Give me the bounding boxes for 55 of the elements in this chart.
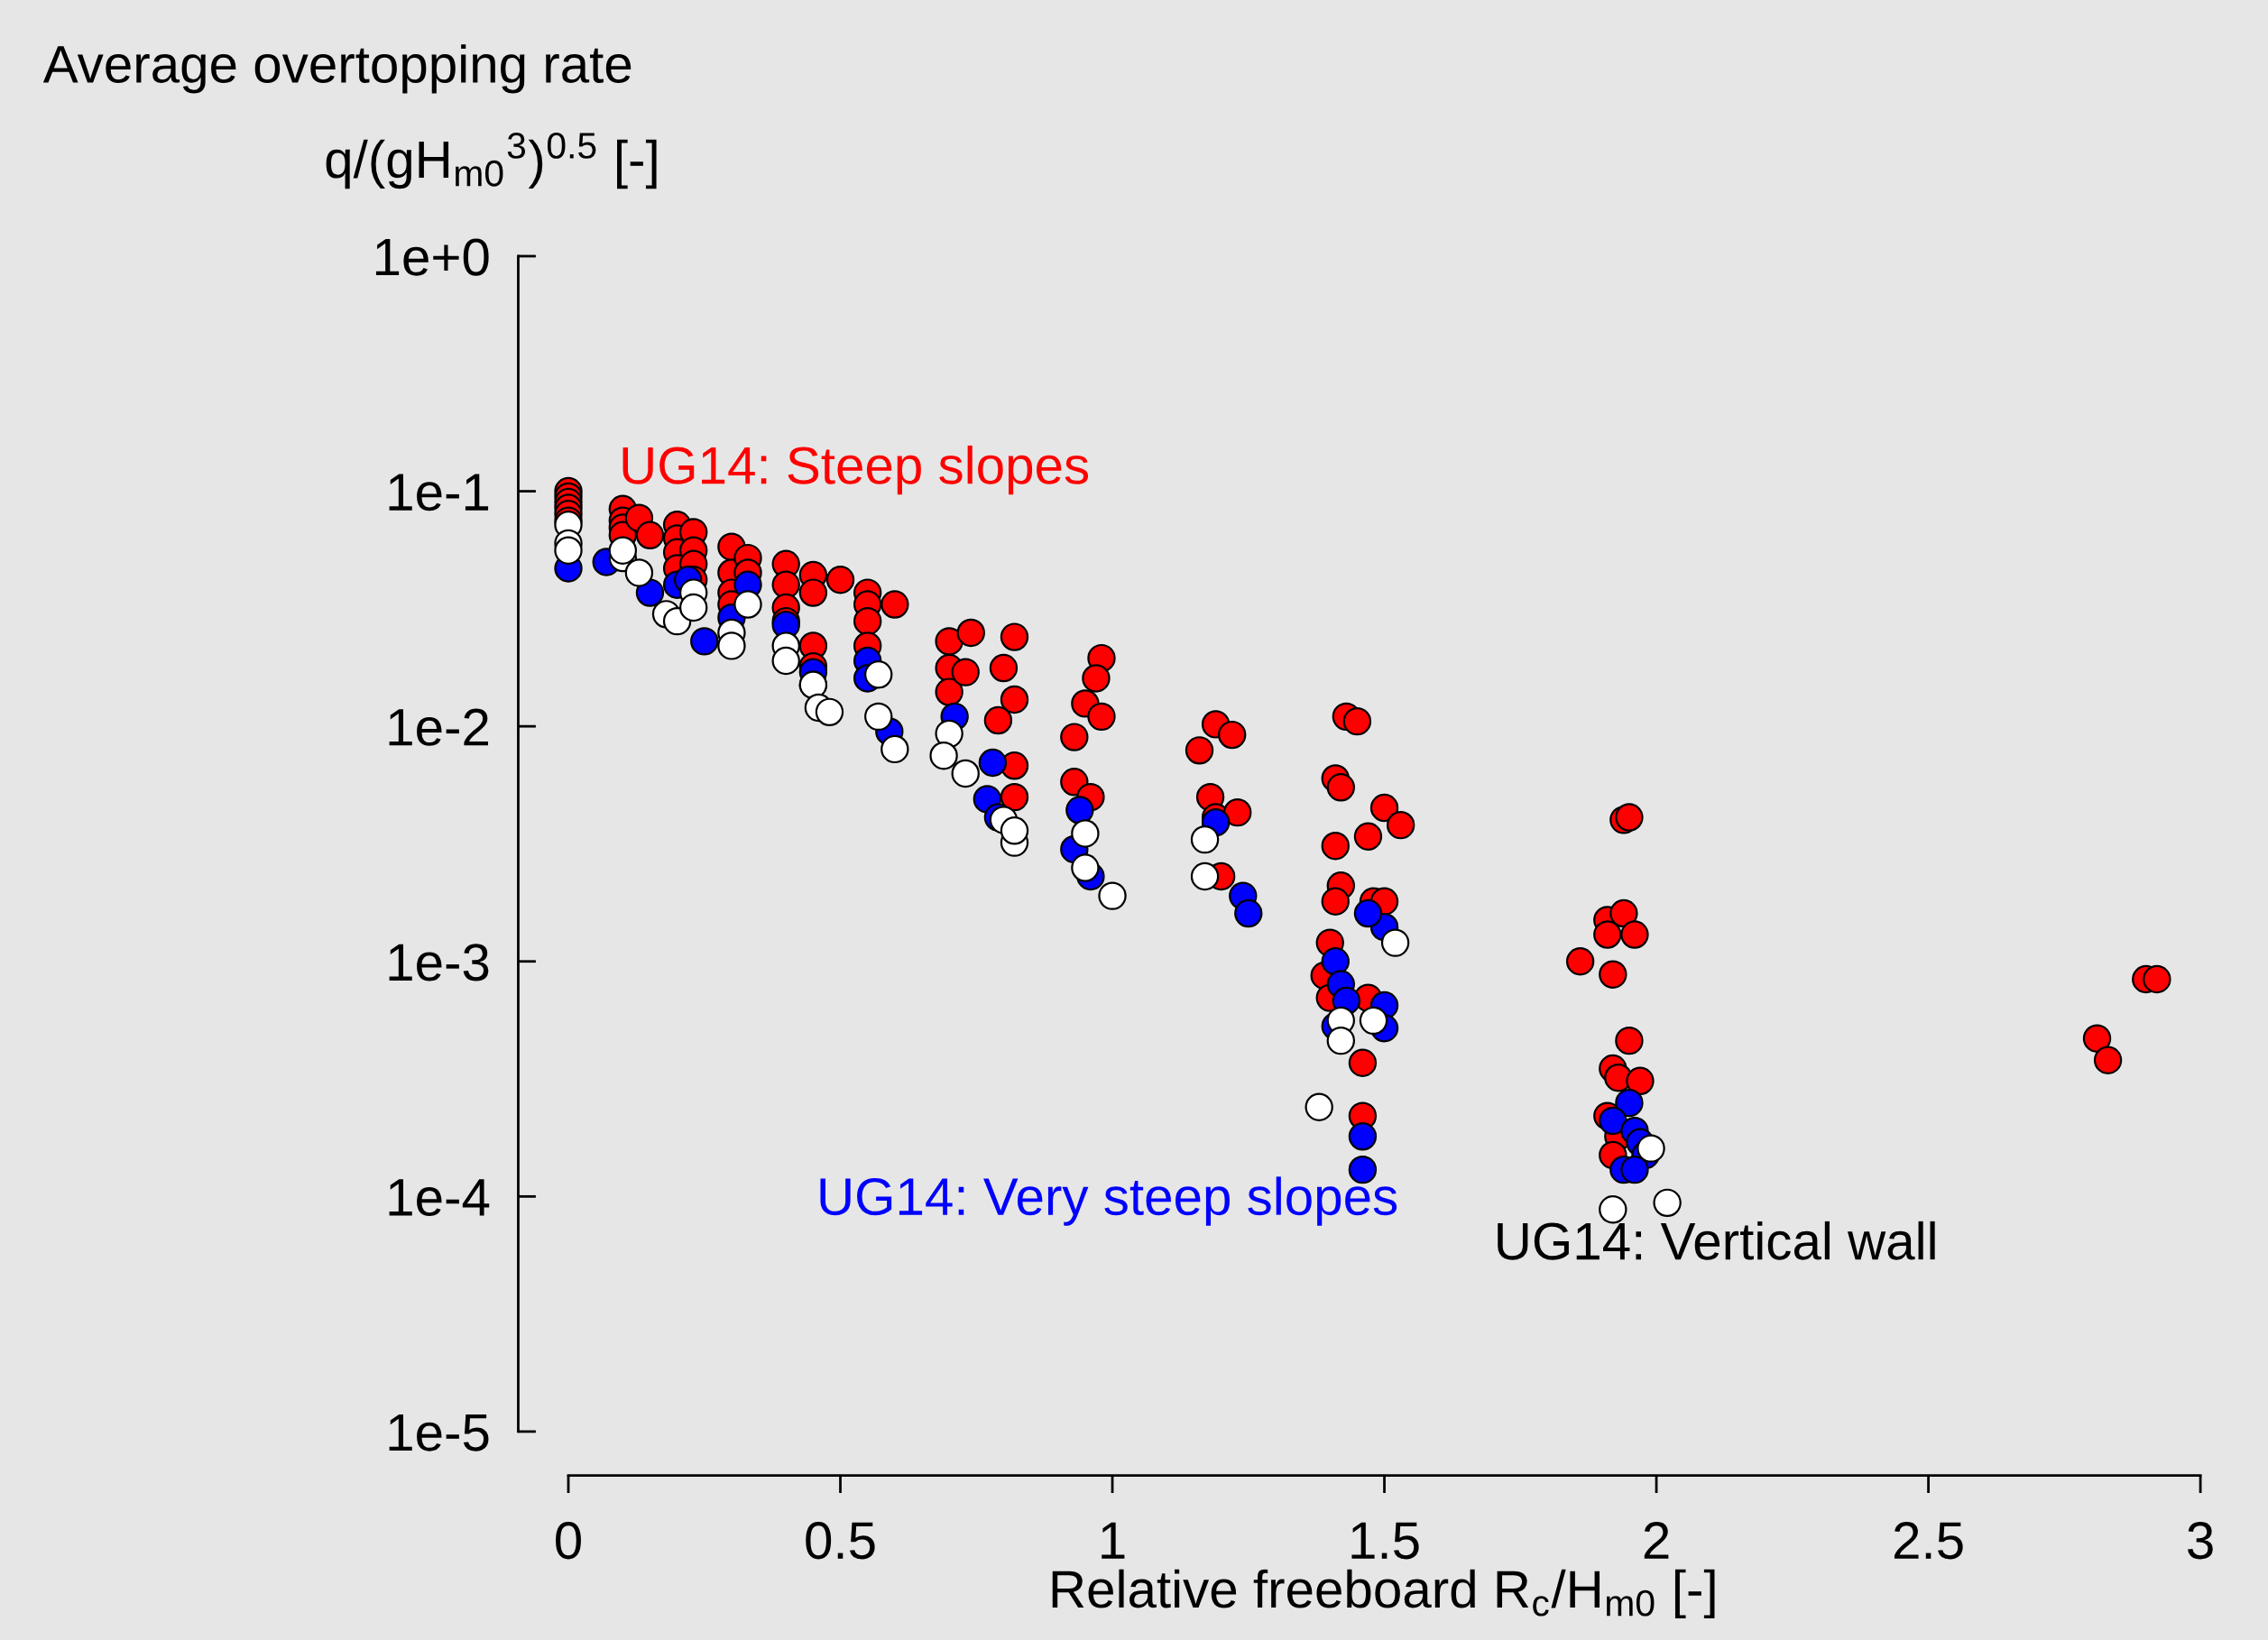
point <box>1599 1195 1627 1224</box>
y-tick-label: 1e-1 <box>389 474 489 511</box>
x-axis-title: Relative freeboard R$_{c}$/H$_{m0}$ [-] <box>1052 1569 1715 1619</box>
point <box>880 734 909 764</box>
point <box>690 627 719 656</box>
point <box>624 558 654 587</box>
point <box>1353 898 1383 928</box>
point <box>1098 881 1127 910</box>
point <box>554 536 583 565</box>
legend-label: UG14: Steep slopes <box>622 445 1089 495</box>
point <box>1615 1088 1644 1118</box>
chart-title: Average overtopping rate <box>42 44 632 94</box>
x-tick-label: 1.5 <box>1351 1522 1419 1560</box>
point <box>929 742 958 770</box>
x-tick-label: 0.5 <box>806 1522 875 1560</box>
point <box>864 660 893 689</box>
x-tick-label: 0 <box>556 1522 581 1560</box>
x-tick-label: 3 <box>2188 1522 2213 1560</box>
point <box>679 593 708 622</box>
point <box>1000 816 1029 845</box>
point <box>1653 1188 1682 1218</box>
point <box>978 748 1008 778</box>
point <box>1359 1006 1388 1036</box>
y-tick-label: 1e+0 <box>375 238 489 276</box>
point <box>1599 1106 1627 1136</box>
point <box>1305 1092 1333 1121</box>
point <box>733 590 762 619</box>
point <box>1326 1026 1355 1055</box>
point <box>1071 853 1100 882</box>
point <box>771 646 800 676</box>
y-tick-label: 1e-4 <box>389 1179 490 1217</box>
point <box>815 697 844 727</box>
series-label: UG14: Vertical wall <box>1498 1221 1935 1260</box>
point <box>1065 796 1094 825</box>
point <box>1234 898 1263 928</box>
point <box>608 536 637 565</box>
x-tick-label: 1 <box>1102 1522 1125 1559</box>
point <box>951 759 980 788</box>
point <box>1321 947 1350 976</box>
x-tick-label: 2 <box>1644 1522 1669 1559</box>
y-tick-label: 1e-5 <box>389 1414 489 1451</box>
point <box>1190 861 1220 891</box>
x-tick-label: 2.5 <box>1894 1522 1963 1560</box>
point <box>1636 1134 1665 1163</box>
point <box>864 702 893 732</box>
point <box>1071 819 1100 848</box>
series-label: UG14: Very steep slopes <box>820 1176 1397 1226</box>
point <box>1190 825 1220 854</box>
point <box>1348 1122 1378 1151</box>
y-tick-label: 1e-3 <box>389 944 489 981</box>
point <box>1380 928 1410 957</box>
point <box>1620 1155 1649 1184</box>
y-tick-label: 1e-2 <box>389 708 488 746</box>
y-axis-title: q/(gH$_{m0}$$^{3}$)$^{0.5}$ [-] <box>326 132 657 189</box>
point <box>717 631 746 660</box>
